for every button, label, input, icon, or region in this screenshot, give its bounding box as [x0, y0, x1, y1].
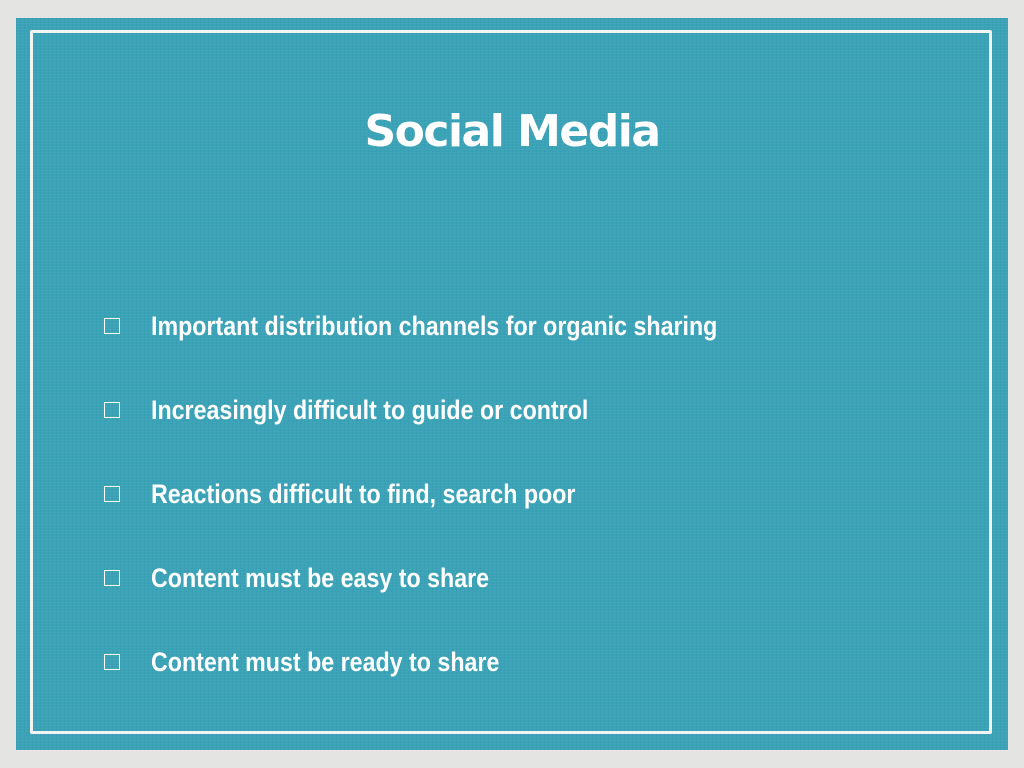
empty-square-icon: [104, 402, 120, 418]
slide-title: Social Media: [364, 106, 661, 157]
bullet-list: Important distribution channels for orga…: [104, 284, 810, 704]
bullet-item: Content must be easy to share: [104, 536, 810, 620]
bullet-text: Increasingly difficult to guide or contr…: [151, 394, 589, 425]
slide: Social Media Important distribution chan…: [16, 18, 1008, 750]
bullet-text: Important distribution channels for orga…: [151, 310, 718, 341]
empty-square-icon: [104, 318, 120, 334]
slide-frame: [30, 30, 992, 734]
bullet-text: Content must be easy to share: [151, 562, 490, 593]
empty-square-icon: [104, 654, 120, 670]
bullet-text: Content must be ready to share: [151, 646, 500, 677]
empty-square-icon: [104, 570, 120, 586]
bullet-item: Increasingly difficult to guide or contr…: [104, 368, 810, 452]
bullet-item: Important distribution channels for orga…: [104, 284, 810, 368]
bullet-text: Reactions difficult to find, search poor: [151, 478, 576, 509]
bullet-item: Content must be ready to share: [104, 620, 810, 704]
empty-square-icon: [104, 486, 120, 502]
bullet-item: Reactions difficult to find, search poor: [104, 452, 810, 536]
